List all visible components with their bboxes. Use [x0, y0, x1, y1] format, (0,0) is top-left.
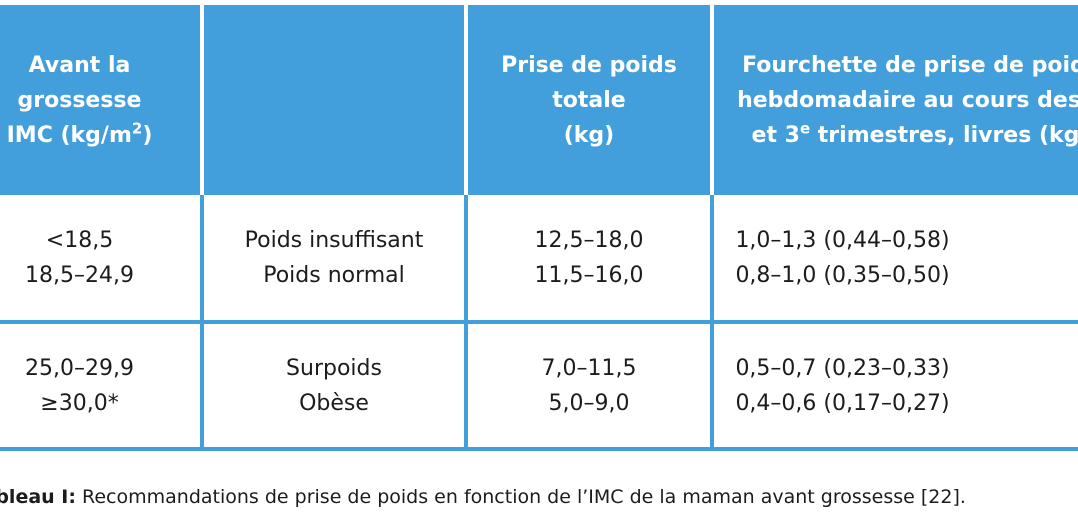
cell-line: Obèse — [299, 390, 369, 416]
header-imc: Avant la grossesse IMC (kg/m2) — [0, 5, 204, 195]
cell-line: 0,4–0,6 (0,17–0,27) — [735, 390, 950, 416]
cell-total-gain: 12,5–18,0 11,5–16,0 — [464, 195, 714, 324]
cell-line: 25,0–29,9 — [25, 355, 134, 381]
table-header-row: Avant la grossesse IMC (kg/m2) Prise de … — [0, 5, 1078, 195]
header-gain-line2: totale — [552, 87, 626, 113]
cell-line: Surpoids — [286, 355, 382, 381]
caption-text: Recommandations de prise de poids en fon… — [75, 486, 966, 508]
cell-line: Poids normal — [263, 262, 405, 288]
header-imc-line3: IMC (kg/m — [6, 122, 132, 148]
header-range-line1: Fourchette de prise de poids — [742, 52, 1078, 78]
header-weekly-range: Fourchette de prise de poids hebdomadair… — [710, 5, 1078, 195]
header-category — [200, 5, 468, 195]
cell-total-gain: 7,0–11,5 5,0–9,0 — [464, 322, 714, 451]
cell-line: 7,0–11,5 — [541, 355, 637, 381]
header-imc-superscript: 2 — [131, 119, 143, 138]
header-gain-line1: Prise de poids — [501, 52, 677, 78]
cell-line: Poids insuffisant — [244, 227, 424, 253]
table-caption: Tableau I: Recommandations de prise de p… — [0, 484, 966, 510]
table-row: <18,5 18,5–24,9 Poids insuffisant Poids … — [0, 195, 1078, 324]
table-row: 25,0–29,9 ≥30,0* Surpoids Obèse 7,0–11,5… — [0, 322, 1078, 451]
header-range-line3-post: trimestres, livres (kg) — [810, 122, 1078, 148]
cell-line: 12,5–18,0 — [534, 227, 644, 253]
header-gain-line3: (kg) — [563, 122, 615, 148]
cell-category: Surpoids Obèse — [200, 322, 468, 451]
header-total-gain: Prise de poids totale (kg) — [464, 5, 714, 195]
cell-line: <18,5 — [45, 227, 114, 253]
cell-line: ≥30,0* — [40, 390, 119, 416]
caption-label: Tableau I: — [0, 486, 76, 508]
cell-category: Poids insuffisant Poids normal — [200, 195, 468, 324]
cell-line: 11,5–16,0 — [534, 262, 644, 288]
cell-line: 0,8–1,0 (0,35–0,50) — [735, 262, 950, 288]
cell-line: 1,0–1,3 (0,44–0,58) — [735, 227, 950, 253]
header-range-superscript: e — [799, 119, 811, 138]
cell-weekly-range: 0,5–0,7 (0,23–0,33) 0,4–0,6 (0,17–0,27) — [710, 322, 1078, 451]
header-imc-line2: grossesse — [17, 87, 142, 113]
cell-line: 0,5–0,7 (0,23–0,33) — [735, 355, 950, 381]
cell-line: 18,5–24,9 — [25, 262, 134, 288]
weight-gain-table: Avant la grossesse IMC (kg/m2) Prise de … — [0, 5, 1078, 451]
cell-imc: <18,5 18,5–24,9 — [0, 195, 204, 324]
cell-imc: 25,0–29,9 ≥30,0* — [0, 322, 204, 451]
header-range-line3-pre: et 3 — [751, 122, 800, 148]
header-imc-line1: Avant la — [28, 52, 131, 78]
cell-weekly-range: 1,0–1,3 (0,44–0,58) 0,8–1,0 (0,35–0,50) — [710, 195, 1078, 324]
cell-line: 5,0–9,0 — [548, 390, 630, 416]
header-imc-close: ) — [142, 122, 153, 148]
header-range-line2: hebdomadaire au cours des 2 — [737, 87, 1078, 113]
